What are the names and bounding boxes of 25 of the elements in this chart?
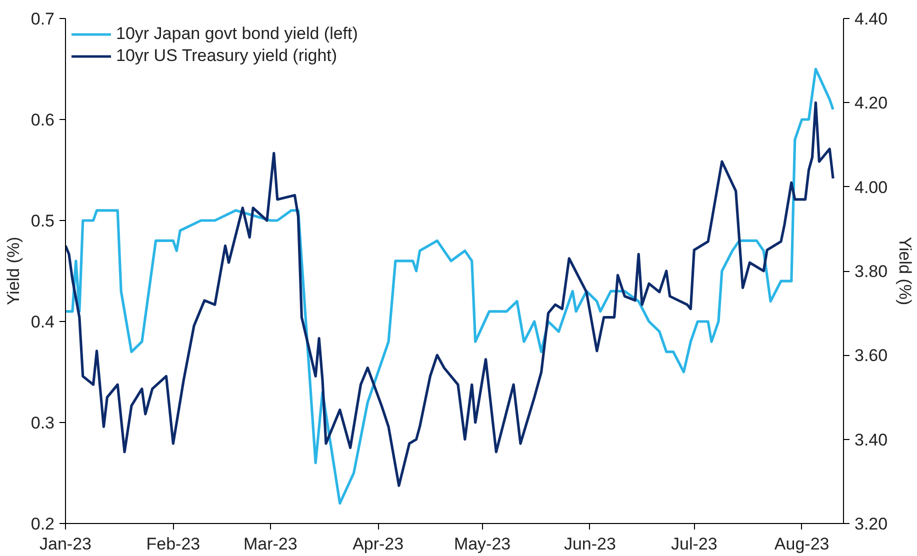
y-tick-label: 0.2 [30, 514, 55, 534]
y2-tick-label: 3.80 [854, 262, 888, 281]
x-tick-label: May-23 [454, 534, 511, 554]
y2-tick-label: 4.20 [854, 94, 888, 113]
y-tick-label: 0.4 [30, 312, 55, 332]
x-tick-label: Aug-23 [774, 534, 830, 554]
y2-tick-label: 4.40 [854, 10, 888, 28]
x-tick-label: Jan-23 [40, 534, 92, 554]
y-axis-title: Yield (%) [4, 236, 23, 306]
x-tick-label: Mar-23 [243, 534, 298, 554]
legend-label: 10yr Japan govt bond yield (left) [116, 24, 358, 44]
y-tick-label: 0.3 [30, 414, 55, 432]
x-tick-label: Apr-23 [352, 534, 404, 554]
legend-label: 10yr US Treasury yield (right) [116, 46, 338, 66]
x-tick-label: Jul-23 [671, 534, 718, 554]
x-tick-label: Feb-23 [146, 534, 200, 554]
y-tick-label: 0.5 [30, 212, 55, 230]
y2-tick-label: 3.20 [854, 514, 888, 534]
y-tick-label: 0.7 [30, 10, 55, 28]
x-tick-label: Jun-23 [564, 534, 616, 554]
y2-tick-label: 3.40 [854, 430, 888, 450]
y-tick-label: 0.6 [30, 110, 55, 130]
y2-tick-label: 4.00 [854, 178, 888, 197]
y2-tick-label: 3.60 [854, 346, 888, 366]
y2-axis-title: Yield (%) [896, 236, 915, 306]
